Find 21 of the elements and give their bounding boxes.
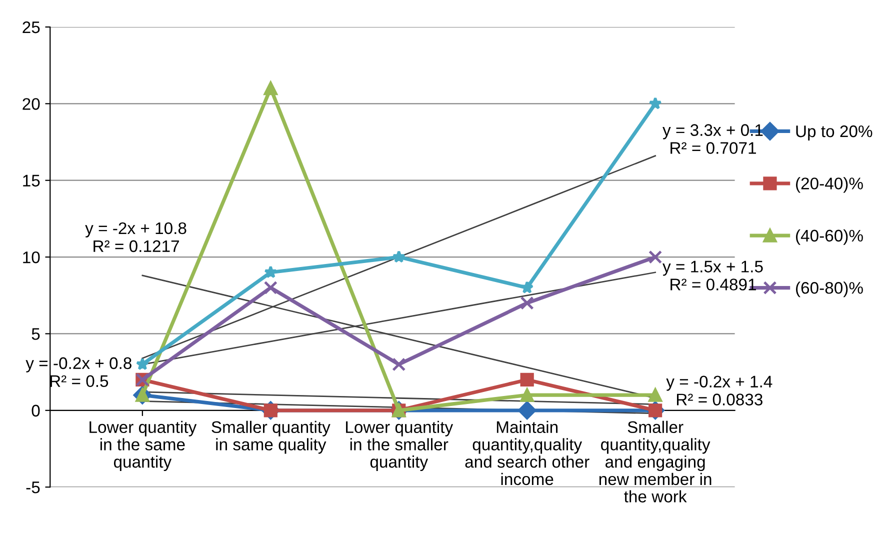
annotation: y = 1.5x + 1.5 R² = 0.4891: [662, 260, 763, 290]
y-tick-label: 25: [22, 21, 40, 34]
legend-label: (60-80)%: [796, 282, 863, 298]
y-tick-label: 20: [22, 98, 40, 110]
y-tick-label: 10: [23, 251, 40, 264]
x-tick-label: Smaller quantity,quality and engaging new member in the work: [599, 420, 712, 502]
x-tick-label: Maintain quantity,quality and search other income: [465, 420, 590, 486]
x-tick-label: Smaller quantity in same quality: [212, 420, 330, 454]
annotation: y = -2x + 10.8 R² = 0.1217: [85, 222, 186, 252]
legend-label: (20-40)%: [796, 177, 863, 193]
legend-label: Up to 20%: [796, 125, 872, 140]
legend-label: (40-60)%: [796, 229, 863, 245]
x-tick-label: Lower quantity in the same quantity: [90, 420, 197, 472]
annotation: y = -0.2x + 1.4 R² = 0.0833: [666, 376, 772, 406]
y-tick-label: 0: [32, 404, 40, 417]
y-tick-label: 15: [23, 174, 40, 187]
y-tick-label: 5: [32, 328, 40, 340]
annotation: y = -0.2x + 0.8 R² = 0.5: [26, 357, 132, 388]
x-tick-label: Lower quantity in the smaller quantity: [346, 420, 454, 472]
annotation: y = 3.3x + 0.1 R² = 0.7071: [662, 124, 763, 154]
y-tick-label: -5: [26, 482, 40, 494]
